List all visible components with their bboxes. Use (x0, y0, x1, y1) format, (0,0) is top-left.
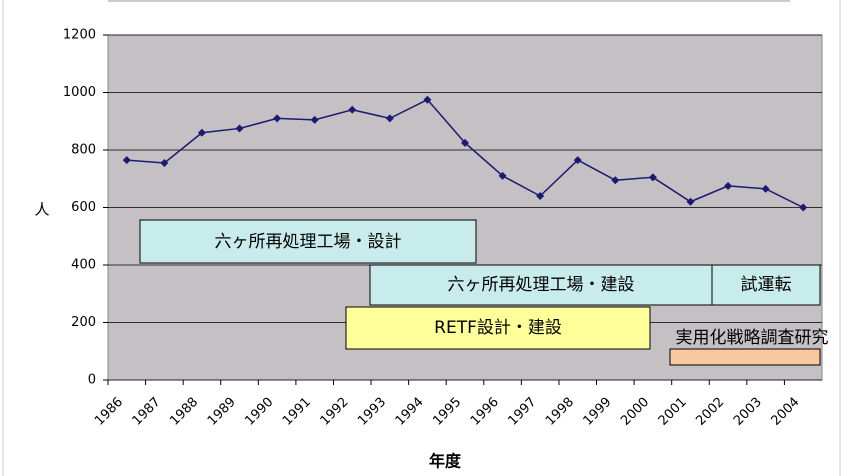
x-tick-label: 1996 (468, 395, 502, 429)
marker (573, 156, 582, 165)
y-axis-label: 人 (34, 201, 49, 219)
y-tick-label: 800 (71, 143, 96, 158)
marker (761, 184, 770, 193)
marker (611, 176, 620, 185)
x-tick-label: 1990 (242, 395, 276, 429)
x-tick-label: 1988 (167, 395, 201, 429)
annotation-box (369, 264, 713, 306)
marker (536, 192, 545, 200)
annotation-label: 試運転 (741, 275, 792, 295)
y-tick-label: 400 (71, 258, 96, 273)
marker (724, 181, 733, 190)
x-axis-label: 年度 (429, 452, 462, 471)
annotation-label: 六ヶ所再処理工場・設計 (215, 232, 402, 252)
y-tick-label: 600 (71, 200, 96, 215)
annotation-box (345, 306, 651, 350)
marker (423, 95, 432, 104)
marker (648, 173, 657, 182)
marker (160, 158, 169, 167)
marker (348, 105, 357, 114)
y-tick-label: 1000 (63, 85, 96, 100)
x-tick-label: 1997 (505, 395, 539, 429)
x-tick-label: 1993 (355, 395, 389, 429)
marker (686, 197, 695, 206)
marker (122, 156, 131, 165)
marker (498, 171, 507, 180)
y-tick-label: 1200 (63, 28, 96, 43)
marker (385, 114, 394, 123)
annotation-box (139, 219, 477, 264)
marker (799, 203, 808, 212)
x-tick-label: 1995 (430, 395, 464, 429)
x-tick-label: 1994 (393, 395, 427, 429)
marker (235, 124, 244, 133)
x-tick-label: 1992 (318, 395, 352, 429)
x-tick-label: 2003 (731, 395, 765, 429)
y-tick-label: 200 (71, 315, 96, 330)
marker (273, 114, 282, 123)
annotation-box (669, 348, 821, 366)
annotation-box (711, 264, 821, 306)
annotation-label: 六ヶ所再処理工場・建設 (448, 275, 635, 295)
x-tick-label: 1987 (130, 395, 164, 429)
x-tick-label: 1998 (543, 395, 577, 429)
x-tick-label: 1989 (205, 395, 239, 429)
annotation-label: 実用化戦略調査研究 (676, 328, 829, 348)
x-tick-label: 2004 (769, 395, 803, 429)
y-tick-label: 0 (88, 373, 96, 388)
x-tick-label: 2002 (693, 395, 727, 429)
marker (197, 128, 206, 137)
marker (310, 115, 319, 124)
x-tick-label: 1986 (92, 395, 126, 429)
x-tick-label: 1999 (581, 395, 615, 429)
x-tick-label: 2000 (618, 395, 652, 429)
x-tick-label: 2001 (656, 395, 690, 429)
x-tick-label: 1991 (280, 395, 314, 429)
marker (461, 138, 469, 147)
annotation-label: RETF設計・建設 (434, 318, 562, 338)
